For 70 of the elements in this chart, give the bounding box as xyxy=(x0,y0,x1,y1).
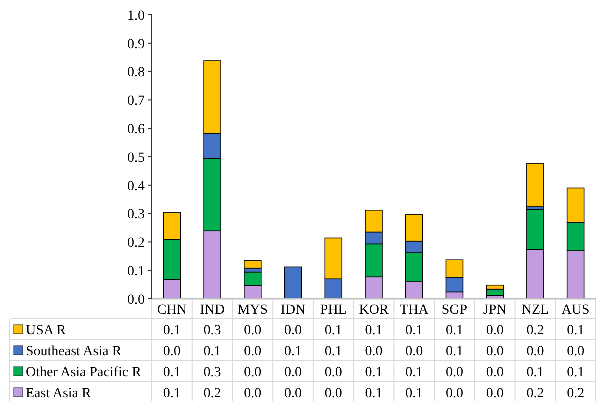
legend-label: East Asia R xyxy=(26,386,92,401)
data-label: 0.0 xyxy=(324,386,342,401)
x-tick-label: CHN xyxy=(157,303,187,318)
y-tick-label: 0.4 xyxy=(128,179,145,194)
data-label: 0.0 xyxy=(324,365,342,380)
data-label: 0.0 xyxy=(486,323,504,338)
y-tick-label: 0.6 xyxy=(128,122,145,138)
x-tick-label: KOR xyxy=(359,303,390,318)
x-tick-label: MYS xyxy=(238,303,268,318)
data-label: 0.1 xyxy=(163,365,181,380)
data-label: 0.0 xyxy=(244,323,262,338)
data-label: 0.0 xyxy=(244,344,262,360)
data-label: 0.1 xyxy=(406,365,424,380)
data-label: 0.0 xyxy=(163,344,181,360)
legend-label: USA R xyxy=(26,323,67,338)
data-label: 0.0 xyxy=(446,365,464,380)
data-label: 0.1 xyxy=(446,323,464,338)
data-label: 0.1 xyxy=(324,323,342,338)
data-label: 0.1 xyxy=(406,386,424,401)
data-label: 0.1 xyxy=(526,365,544,380)
y-tick-label: 0.8 xyxy=(128,66,145,81)
data-label: 0.3 xyxy=(204,365,222,380)
y-tick-label: 0.1 xyxy=(128,264,145,280)
x-tick-label: JPN xyxy=(483,303,507,318)
data-label: 0.2 xyxy=(567,386,585,401)
data-label: 0.0 xyxy=(446,386,464,401)
data-label: 0.0 xyxy=(567,344,585,360)
data-label: 0.1 xyxy=(567,323,585,338)
data-label: 0.1 xyxy=(406,323,424,338)
data-label: 0.0 xyxy=(526,344,544,360)
x-tick-label: AUS xyxy=(562,303,590,318)
data-label: 0.0 xyxy=(365,344,383,360)
data-label: 0.2 xyxy=(526,323,544,338)
data-label: 0.1 xyxy=(204,344,222,360)
data-label: 0.0 xyxy=(284,365,302,380)
data-label: 0.0 xyxy=(284,386,302,401)
legend-label: Other Asia Pacific R xyxy=(26,365,142,380)
data-label: 0.1 xyxy=(567,365,585,380)
data-label: 0.1 xyxy=(365,386,383,401)
x-tick-label: NZL xyxy=(522,303,550,318)
x-tick-label: THA xyxy=(400,303,430,318)
data-label: 0.1 xyxy=(324,344,342,360)
y-tick-label: 0.5 xyxy=(128,150,145,166)
data-label: 0.0 xyxy=(406,344,424,360)
legend-label: Southeast Asia R xyxy=(26,344,122,360)
data-label: 0.3 xyxy=(204,323,222,338)
x-tick-label: PHL xyxy=(320,303,347,318)
data-label: 0.0 xyxy=(244,365,262,380)
data-label: 0.1 xyxy=(163,386,181,401)
data-label: 0.2 xyxy=(204,386,222,401)
x-tick-label: SGP xyxy=(442,303,468,318)
y-tick-label: 0.0 xyxy=(128,292,145,308)
data-label: 0.1 xyxy=(365,365,383,380)
data-label: 0.0 xyxy=(284,323,302,338)
data-label: 0.1 xyxy=(284,344,302,360)
y-tick-label: 0.2 xyxy=(128,236,145,252)
data-label: 0.0 xyxy=(486,365,504,380)
data-label: 0.1 xyxy=(446,344,464,360)
y-tick-label: 0.9 xyxy=(128,37,145,52)
y-tick-label: 0.3 xyxy=(128,208,145,223)
y-tick-label: 1.0 xyxy=(128,8,145,24)
data-label: 0.1 xyxy=(365,323,383,338)
data-label: 0.1 xyxy=(163,323,181,338)
data-label: 0.0 xyxy=(486,386,504,401)
x-tick-label: IDN xyxy=(280,303,306,318)
x-tick-label: IND xyxy=(200,303,225,318)
data-label: 0.2 xyxy=(526,386,544,401)
data-label: 0.0 xyxy=(244,386,262,401)
data-label: 0.0 xyxy=(486,344,504,360)
y-tick-label: 0.7 xyxy=(128,94,145,110)
